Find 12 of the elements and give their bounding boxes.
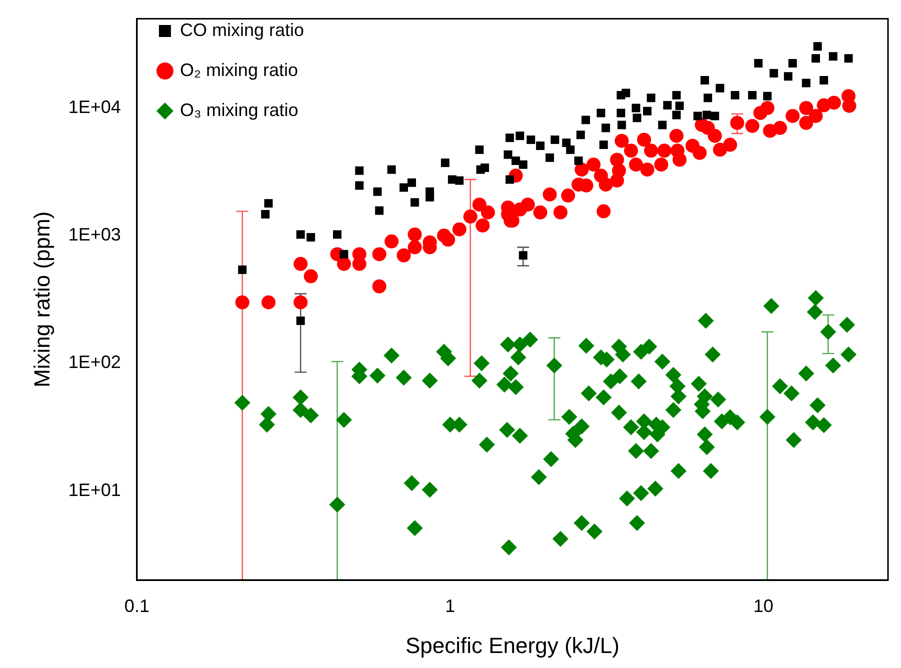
y-tick-label: 1E+01 <box>68 480 121 500</box>
y-tick-label: 1E+04 <box>68 96 121 117</box>
x-axis-title: Specific Energy (kJ/L) <box>405 632 620 658</box>
y-axis-title: Mixing ratio (ppm) <box>29 211 54 388</box>
y-tick-label: 1E+03 <box>68 224 121 245</box>
x-tick-label: 0.1 <box>124 596 150 616</box>
x-tick-label: 10 <box>753 596 774 616</box>
legend-label: O₂ mixing ratio <box>180 60 298 80</box>
legend-label: O₃ mixing ratio <box>180 100 298 120</box>
legend-label: CO mixing ratio <box>180 20 304 40</box>
y-tick-label: 1E+02 <box>68 352 121 372</box>
x-tick-label: 1 <box>445 596 456 616</box>
